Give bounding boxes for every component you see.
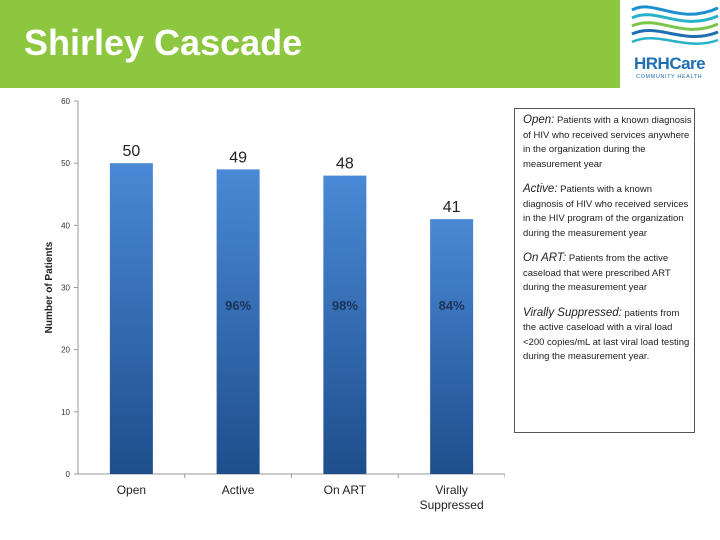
- definition-term: Active:: [523, 183, 558, 195]
- y-tick-label: 40: [61, 221, 70, 230]
- logo-subtitle: COMMUNITY HEALTH: [636, 74, 703, 80]
- x-tick-label: Active: [222, 483, 255, 497]
- y-tick-label: 50: [61, 159, 70, 168]
- percent-label: 84%: [439, 298, 465, 313]
- definition-entry: Virally Suppressed: patients from the ac…: [523, 306, 694, 365]
- percent-label: 96%: [225, 298, 251, 313]
- y-axis-label: Number of Patients: [44, 241, 55, 333]
- bars: [109, 163, 474, 474]
- y-axis-ticks: 0 10 20 30 40 50 60: [61, 97, 78, 479]
- data-labels: 50 49 96% 48 98% 41 84%: [122, 143, 465, 313]
- bar: [109, 163, 153, 474]
- definition-entry: Open: Patients with a known diagnosis of…: [523, 113, 694, 172]
- definition-entry: On ART: Patients from the active caseloa…: [523, 251, 694, 296]
- definition-entry: Active: Patients with a known diagnosis …: [523, 182, 694, 241]
- definition-text: Patients with a known diagnosis of HIV w…: [523, 115, 692, 170]
- logo: HRHCare COMMUNITY HEALTH: [628, 0, 720, 88]
- x-tick-label: On ART: [324, 483, 367, 497]
- y-tick-label: 10: [61, 408, 70, 417]
- bar: [323, 175, 367, 474]
- data-label: 48: [336, 156, 354, 173]
- data-label: 49: [229, 149, 247, 166]
- definition-term: Virally Suppressed:: [523, 306, 622, 319]
- definition-term: On ART:: [523, 252, 567, 264]
- bar: [430, 219, 474, 474]
- y-tick-label: 30: [61, 284, 70, 293]
- y-tick-label: 60: [61, 97, 70, 106]
- definition-term: Open:: [523, 114, 555, 126]
- percent-label: 98%: [332, 298, 358, 313]
- definition-text: patients from the active caseload with a…: [523, 307, 690, 363]
- wave-logo-icon: [631, 5, 719, 45]
- x-tick-label: Open: [117, 483, 146, 497]
- bar: [216, 169, 260, 474]
- definition-text: Patients from the active caseload that w…: [523, 253, 671, 293]
- slide-title: Shirley Cascade: [24, 22, 303, 63]
- y-tick-label: 20: [61, 346, 70, 355]
- data-label: 41: [443, 199, 461, 216]
- definitions-box: Open: Patients with a known diagnosis of…: [514, 108, 695, 433]
- logo-name: HRHCare: [634, 54, 706, 73]
- x-tick-labels: Open Active On ART Virally Suppressed: [117, 474, 505, 512]
- data-label: 50: [122, 143, 140, 160]
- definition-text: Patients with a known diagnosis of HIV w…: [523, 184, 689, 239]
- x-tick-label: Virally Suppressed: [420, 483, 484, 512]
- title-bar: Shirley Cascade: [0, 0, 620, 88]
- y-tick-label: 0: [66, 470, 71, 479]
- bar-chart: 0 10 20 30 40 50 60 Number of Patients 50 49 96%…: [44, 97, 505, 512]
